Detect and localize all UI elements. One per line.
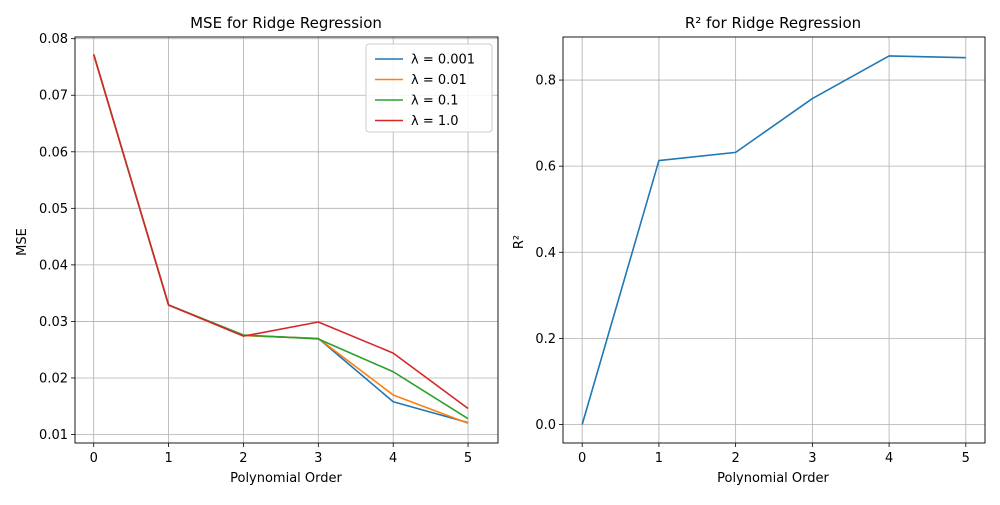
- x-tick-label: 2: [731, 451, 739, 466]
- y-tick-label: 0.03: [39, 315, 68, 330]
- legend-box: [365, 43, 493, 133]
- grid: [563, 37, 985, 443]
- x-tick-label: 1: [164, 451, 172, 466]
- x-tick-label: 5: [962, 451, 970, 466]
- legend-label: λ = 0.001: [411, 53, 475, 68]
- r2-chart-title: R² for Ridge Regression: [685, 14, 861, 32]
- y-tick-label: 0.08: [39, 32, 68, 47]
- x-tick-label: 5: [464, 451, 472, 466]
- x-tick-label: 2: [239, 451, 247, 466]
- y-tick-label: 0.0: [535, 418, 556, 433]
- r2-chart-ylabel: R²: [512, 235, 527, 249]
- axes-frame: [562, 36, 986, 444]
- x-tick-label: 3: [808, 451, 816, 466]
- r2-chart-xlabel: Polynomial Order: [717, 471, 829, 486]
- x-tick-label: 0: [90, 451, 98, 466]
- y-tick-label: 0.8: [535, 74, 556, 89]
- mse-chart: MSE for Ridge Regression Polynomial Orde…: [15, 14, 499, 486]
- mse-chart-xlabel: Polynomial Order: [230, 471, 342, 486]
- y-tick-label: 0.02: [39, 371, 68, 386]
- legend-label: λ = 0.01: [411, 73, 467, 88]
- x-tick-label: 4: [389, 451, 397, 466]
- y-tick-label: 0.6: [535, 160, 556, 175]
- y-tick-label: 0.05: [39, 202, 68, 217]
- legend-label: λ = 1.0: [411, 114, 459, 129]
- x-tick-label: 4: [885, 451, 893, 466]
- legend: λ = 0.001 λ = 0.01 λ = 0.1 λ = 1.0: [365, 43, 493, 133]
- y-tick-label: 0.04: [39, 258, 68, 273]
- x-tick-label: 0: [578, 451, 586, 466]
- x-tick-label: 3: [314, 451, 322, 466]
- y-tick-label: 0.2: [535, 332, 556, 347]
- y-tick-label: 0.01: [39, 428, 68, 443]
- legend-label: λ = 0.1: [411, 94, 459, 109]
- y-tick-label: 0.07: [39, 89, 68, 104]
- r2-chart: R² for Ridge Regression Polynomial Order…: [512, 14, 986, 486]
- mse-chart-title: MSE for Ridge Regression: [190, 14, 382, 32]
- x-tick-label: 1: [655, 451, 663, 466]
- y-tick-label: 0.06: [39, 145, 68, 160]
- y-tick-label: 0.4: [535, 246, 556, 261]
- axes-frame: [74, 36, 499, 444]
- series-line: [92, 54, 469, 410]
- series-line: [581, 55, 966, 425]
- mse-chart-ylabel: MSE: [15, 228, 30, 256]
